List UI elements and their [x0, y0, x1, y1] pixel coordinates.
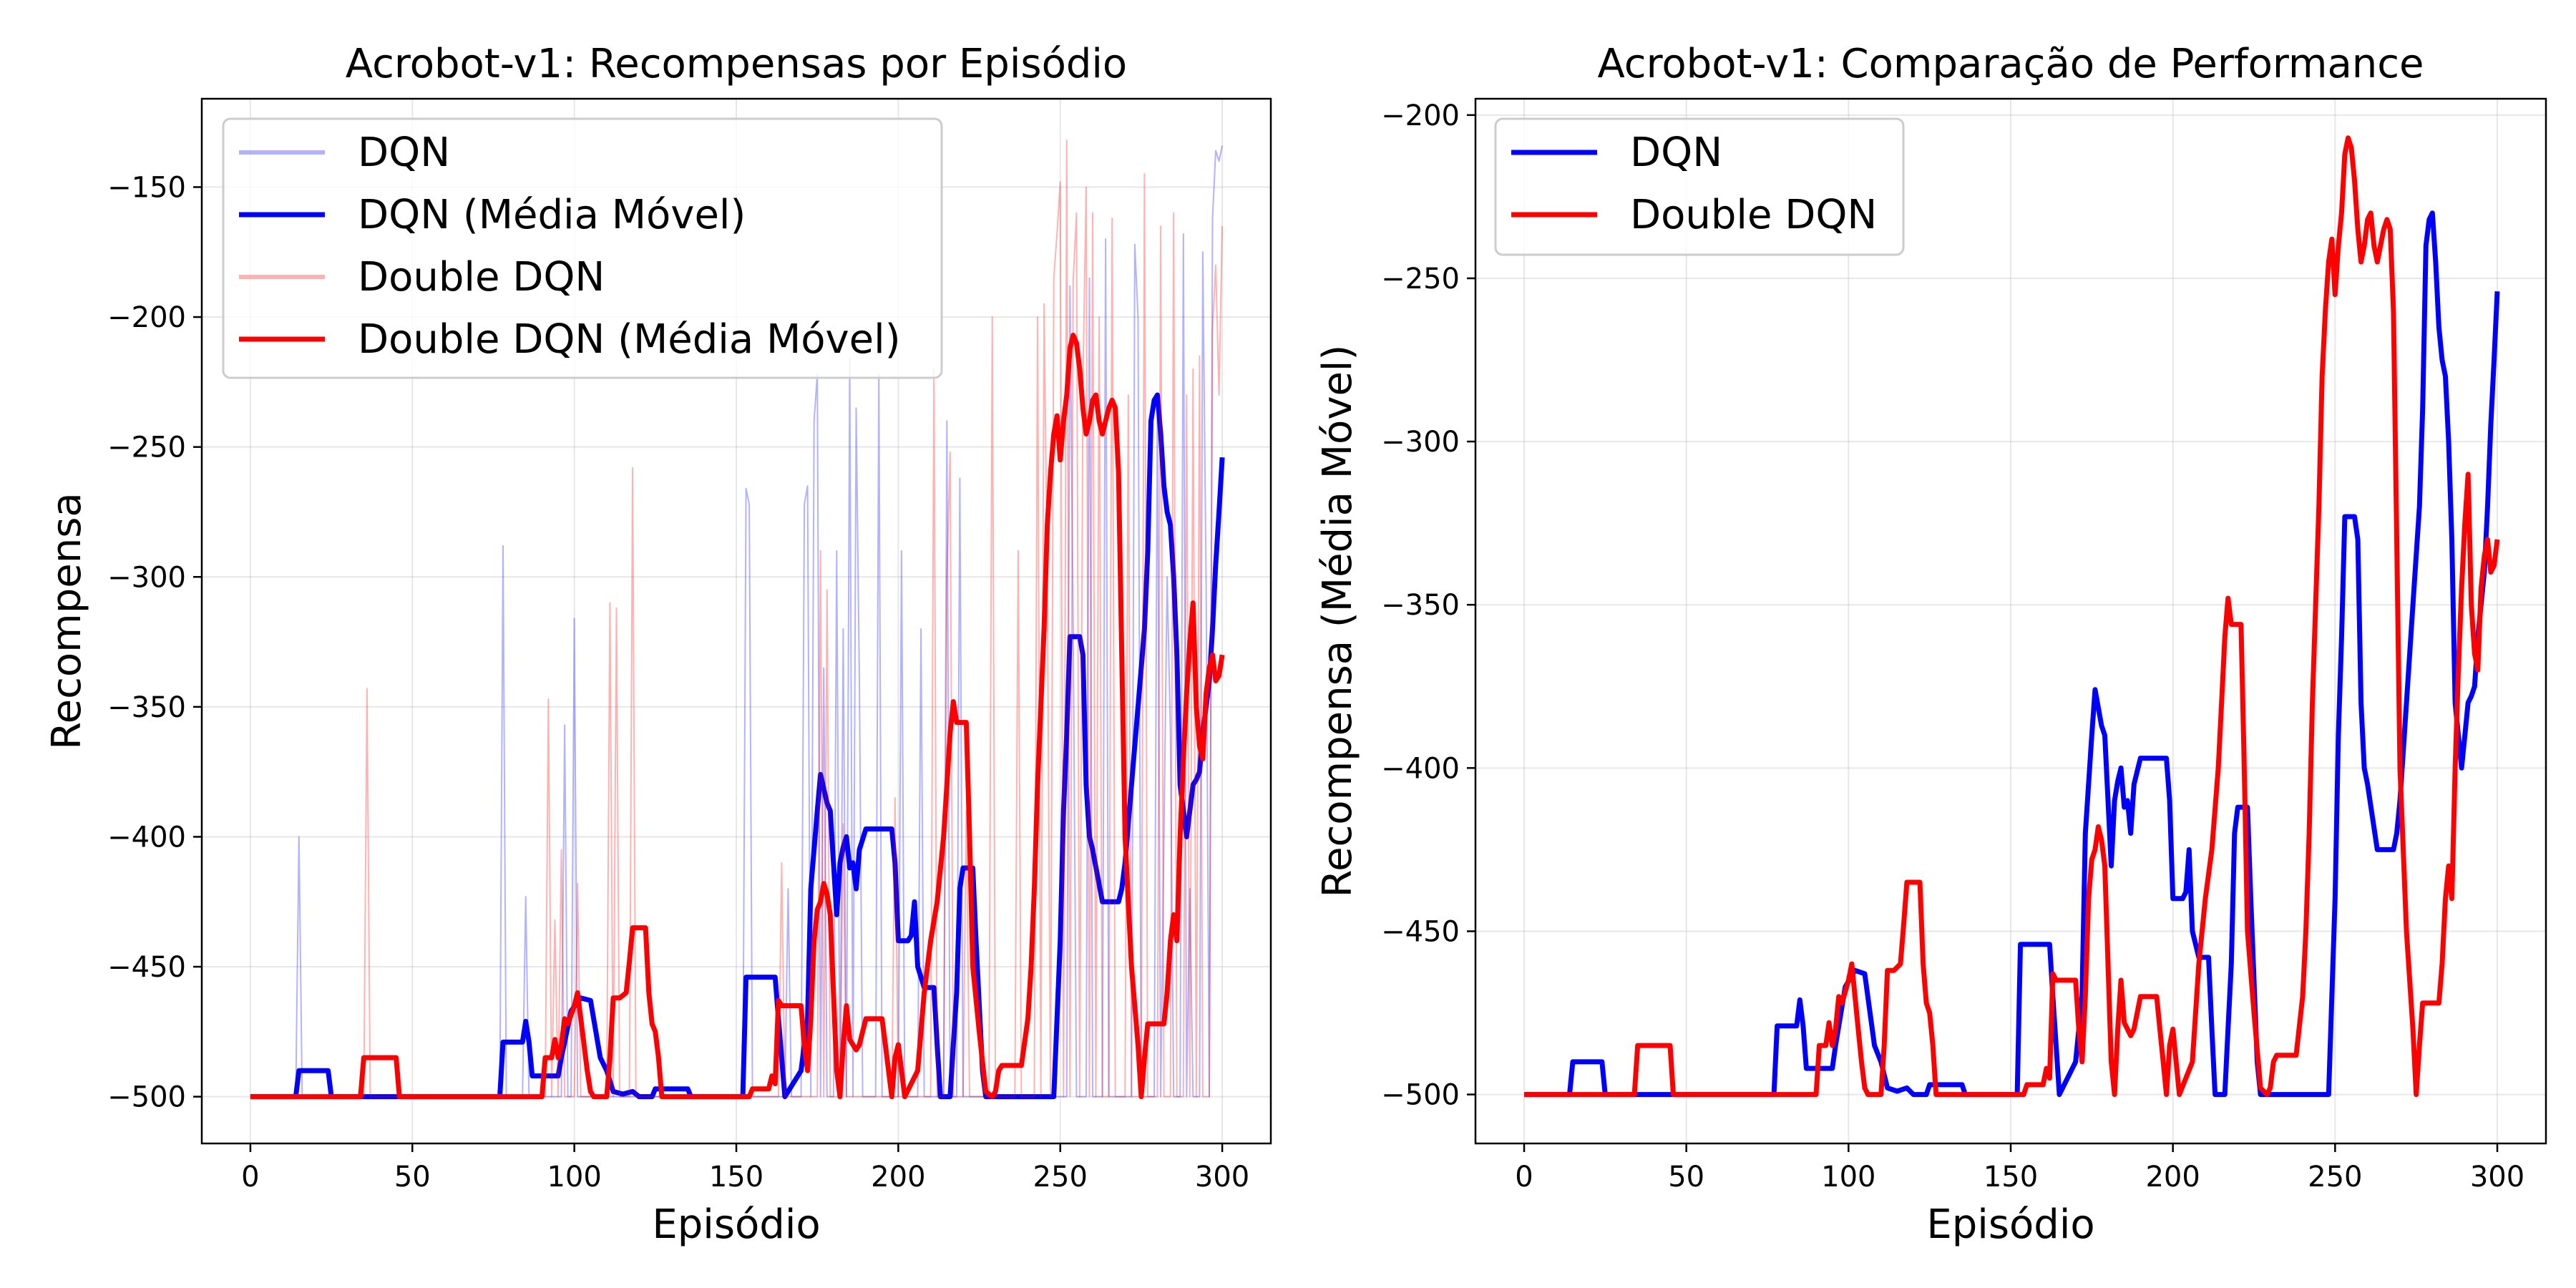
left-y-tick-label: −350	[107, 691, 186, 724]
right-y-axis-label: Recompensa (Média Móvel)	[1314, 345, 1361, 898]
right-x-tick-label: 250	[2308, 1161, 2362, 1194]
right-y-tick-label: −450	[1381, 915, 1460, 948]
legend-label-dqn: DQN	[358, 130, 450, 176]
right-ticks: 0 50 100 150 200 250 300 −500 −450 −400 −350 −300 −2…	[1381, 99, 2524, 1194]
right-y-tick-label: −300	[1381, 426, 1460, 459]
right-series-line-double-dqn	[1524, 135, 2500, 1098]
left-y-tick-label: −450	[107, 951, 186, 984]
left-x-tick-label: 100	[547, 1161, 601, 1194]
legend-label-double-dqn: Double DQN	[358, 254, 605, 301]
left-x-tick-label: 50	[394, 1161, 431, 1194]
left-ticks: 0 50 100 150 200 250 300 −500 −450 −400 −350 −300 −2…	[107, 171, 1249, 1194]
left-x-axis-label: Episódio	[652, 1201, 820, 1248]
right-legend: DQN Double DQN	[1494, 117, 1905, 256]
right-x-tick-label: 300	[2470, 1161, 2524, 1194]
left-y-tick-label: −500	[107, 1081, 186, 1114]
left-series-line-double-dqn-media-movel	[250, 333, 1225, 1100]
right-y-tick-label: −500	[1381, 1079, 1460, 1112]
right-x-tick-label: 50	[1668, 1161, 1704, 1194]
left-y-tick-label: −250	[107, 431, 186, 464]
left-legend-box	[222, 117, 943, 379]
left-series-lines	[250, 140, 1225, 1100]
left-x-tick-label: 200	[871, 1161, 925, 1194]
right-y-tick-label: −400	[1381, 752, 1460, 785]
right-series-lines	[1524, 135, 2500, 1098]
right-x-tick-label: 0	[1515, 1161, 1533, 1194]
left-x-tick-label: 300	[1195, 1161, 1249, 1194]
left-y-tick-label: −200	[107, 301, 186, 334]
right-x-axis-label: Episódio	[1926, 1201, 2094, 1248]
left-y-axis-label: Recompensa	[44, 492, 90, 749]
left-x-tick-label: 0	[241, 1161, 259, 1194]
left-series-line-dqn-media-movel	[250, 392, 1225, 1100]
left-series-line-double-dqn	[250, 140, 1224, 1098]
right-chart-title: Acrobot-v1: Comparação de Performance	[1597, 41, 2424, 87]
left-x-tick-label: 150	[709, 1161, 763, 1194]
right-x-tick-label: 150	[1984, 1161, 2038, 1194]
left-chart: 0 50 100 150 200 250 300 −500 −450 −400 −350 −300 −2…	[44, 41, 1272, 1248]
right-x-tick-label: 200	[2145, 1161, 2200, 1194]
right-legend-label-double-dqn: Double DQN	[1630, 192, 1877, 238]
right-y-tick-label: −350	[1381, 589, 1460, 622]
legend-label-dqn-moving-average: DQN (Média Móvel)	[358, 192, 746, 238]
left-x-tick-label: 250	[1033, 1161, 1088, 1194]
right-grid	[1475, 99, 2546, 1143]
right-legend-label-dqn: DQN	[1630, 130, 1722, 176]
right-legend-box	[1494, 117, 1905, 256]
left-y-tick-label: −300	[107, 561, 186, 594]
right-y-tick-label: −200	[1381, 99, 1460, 132]
right-chart: 0 50 100 150 200 250 300 −500 −450 −400 −350 −300 −2…	[1314, 41, 2547, 1248]
legend-label-double-dqn-moving-average: Double DQN (Média Móvel)	[358, 316, 901, 363]
left-legend: DQN DQN (Média Móvel) Double DQN Double …	[222, 117, 943, 379]
left-chart-title: Acrobot-v1: Recompensas por Episódio	[346, 41, 1127, 87]
right-series-line-dqn	[1524, 210, 2500, 1098]
right-y-tick-label: −250	[1381, 263, 1460, 296]
left-y-tick-label: −150	[107, 171, 186, 204]
right-x-tick-label: 100	[1821, 1161, 1875, 1194]
left-y-tick-label: −400	[107, 821, 186, 854]
